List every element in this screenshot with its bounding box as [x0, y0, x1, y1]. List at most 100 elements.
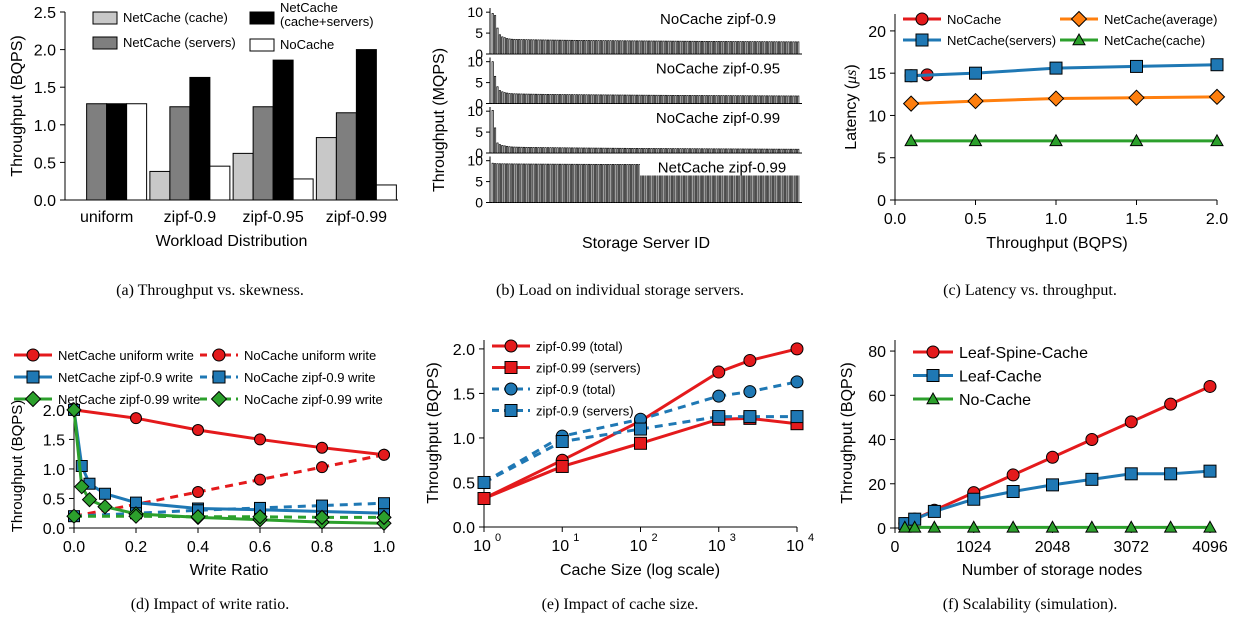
d-series-line [74, 514, 384, 519]
b-bar [559, 163, 562, 203]
c-point [1049, 133, 1063, 147]
a-ytick-label: 2.0 [34, 43, 56, 60]
b-bar [725, 41, 728, 55]
b-bar [623, 164, 627, 203]
b-bar [744, 41, 747, 55]
b-bar [602, 164, 605, 203]
d-point [314, 509, 330, 526]
b-bar [700, 148, 704, 154]
e-legend-1-marker [504, 361, 518, 374]
c-point [1128, 89, 1145, 106]
b-bar [761, 41, 764, 55]
c-xtick-label: 1.0 [1045, 211, 1067, 228]
e-point [743, 353, 757, 367]
b-bar [700, 40, 704, 55]
b-bar [585, 163, 588, 203]
b-bar [662, 40, 665, 55]
b-bar [727, 148, 730, 154]
c-point [1047, 90, 1065, 107]
b-bar [597, 147, 600, 154]
b-bar [686, 95, 689, 104]
b-bar [700, 95, 704, 104]
d-point [376, 509, 392, 526]
b-bar [494, 75, 497, 104]
b-bar [513, 163, 516, 203]
b-bar [749, 41, 752, 55]
b-bar [737, 95, 740, 104]
b-bar [763, 148, 766, 154]
b-bar [498, 34, 501, 55]
b-bar [609, 147, 612, 154]
b-bar [566, 163, 569, 203]
b-bar [722, 148, 725, 154]
b-panel-label: NetCache zipf-0.99 [658, 160, 786, 177]
b-bar [532, 163, 535, 203]
b-bar [614, 147, 617, 154]
f-ytick-label: 40 [868, 433, 886, 450]
b-bar [619, 147, 622, 154]
b-bar [753, 148, 756, 154]
f-point [1203, 379, 1217, 393]
b-bar [794, 95, 797, 104]
a-bar [335, 112, 357, 201]
c-point [1130, 59, 1143, 73]
b-bar [780, 95, 783, 104]
d-series-line [73, 408, 385, 457]
b-bar [515, 146, 518, 154]
b-bar [525, 163, 528, 203]
b-bar [679, 40, 682, 55]
e-series-line [483, 415, 797, 484]
b-bar [527, 147, 530, 154]
b-bar [650, 40, 653, 55]
b-bar [491, 13, 494, 55]
b-bar [681, 95, 684, 104]
b-bar [568, 163, 571, 203]
a-bar [86, 103, 108, 201]
b-bar [633, 164, 636, 203]
b-bar [506, 38, 509, 55]
c-legend-0-marker [915, 12, 929, 26]
c-ytick-label: 20 [868, 24, 886, 41]
b-bar [688, 95, 691, 104]
e-point [712, 389, 726, 403]
b-bar [720, 95, 723, 104]
b-bar [556, 163, 559, 203]
f-ytick-label: 0 [877, 521, 886, 538]
b-bar [717, 148, 720, 154]
a-xtick-label: zipf-0.9 [164, 209, 217, 226]
f-point [1046, 478, 1059, 492]
b-bar [559, 39, 562, 55]
b-bar [691, 95, 694, 104]
b-bar [520, 146, 523, 154]
a-bar [149, 170, 171, 201]
b-bar [563, 94, 566, 104]
f-ytick-label: 60 [868, 388, 886, 405]
b-bar [669, 40, 672, 55]
b-bar [773, 95, 776, 104]
c-ytick-label: 10 [868, 108, 886, 125]
b-bar [787, 148, 790, 154]
b-bar [501, 36, 504, 55]
b-bar [599, 147, 602, 154]
f-legend-1-label: Leaf-Cache [959, 369, 1042, 386]
e-ytick-label: 1.5 [453, 386, 475, 403]
b-bar [787, 95, 790, 104]
b-bar [684, 40, 687, 55]
b-bar [549, 163, 552, 203]
b-bar [739, 41, 742, 55]
b-bar [734, 148, 737, 154]
b-bar [792, 148, 795, 154]
f-y-axis-label: Throughput (BQPS) [839, 362, 856, 503]
b-bar [616, 94, 619, 104]
f-point [1085, 433, 1099, 447]
b-bar [638, 94, 641, 104]
b-bar [626, 40, 629, 55]
b-bar [604, 164, 607, 203]
f-point [1046, 450, 1059, 464]
b-bar [640, 94, 643, 104]
b-bar [645, 148, 648, 154]
b-bar [587, 94, 590, 104]
b-bar [568, 147, 571, 154]
b-bar [530, 163, 533, 203]
